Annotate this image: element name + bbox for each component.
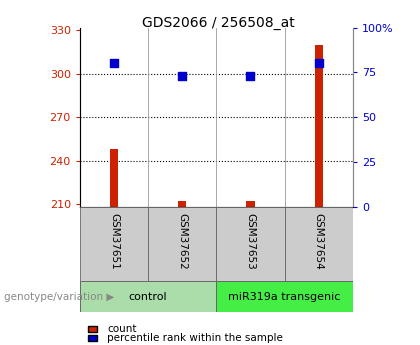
- Bar: [80, 281, 216, 312]
- Text: GSM37651: GSM37651: [109, 213, 119, 270]
- Bar: [315, 45, 323, 207]
- Text: percentile rank within the sample: percentile rank within the sample: [107, 333, 283, 343]
- Text: GSM37654: GSM37654: [314, 213, 324, 270]
- Text: genotype/variation ▶: genotype/variation ▶: [4, 292, 115, 302]
- Text: GSM37652: GSM37652: [177, 213, 187, 270]
- Text: count: count: [107, 324, 136, 334]
- Text: control: control: [129, 292, 167, 302]
- Bar: [148, 207, 216, 281]
- Point: [315, 61, 322, 66]
- Text: GSM37653: GSM37653: [245, 213, 255, 270]
- Bar: [178, 201, 186, 207]
- Point: [179, 73, 186, 79]
- Text: miR319a transgenic: miR319a transgenic: [228, 292, 341, 302]
- Bar: [80, 207, 148, 281]
- Bar: [246, 201, 255, 207]
- Bar: [285, 207, 353, 281]
- Bar: [110, 149, 118, 207]
- Bar: [216, 207, 285, 281]
- Point: [110, 61, 117, 66]
- Text: GDS2066 / 256508_at: GDS2066 / 256508_at: [142, 16, 295, 30]
- Point: [247, 73, 254, 79]
- Bar: [216, 281, 353, 312]
